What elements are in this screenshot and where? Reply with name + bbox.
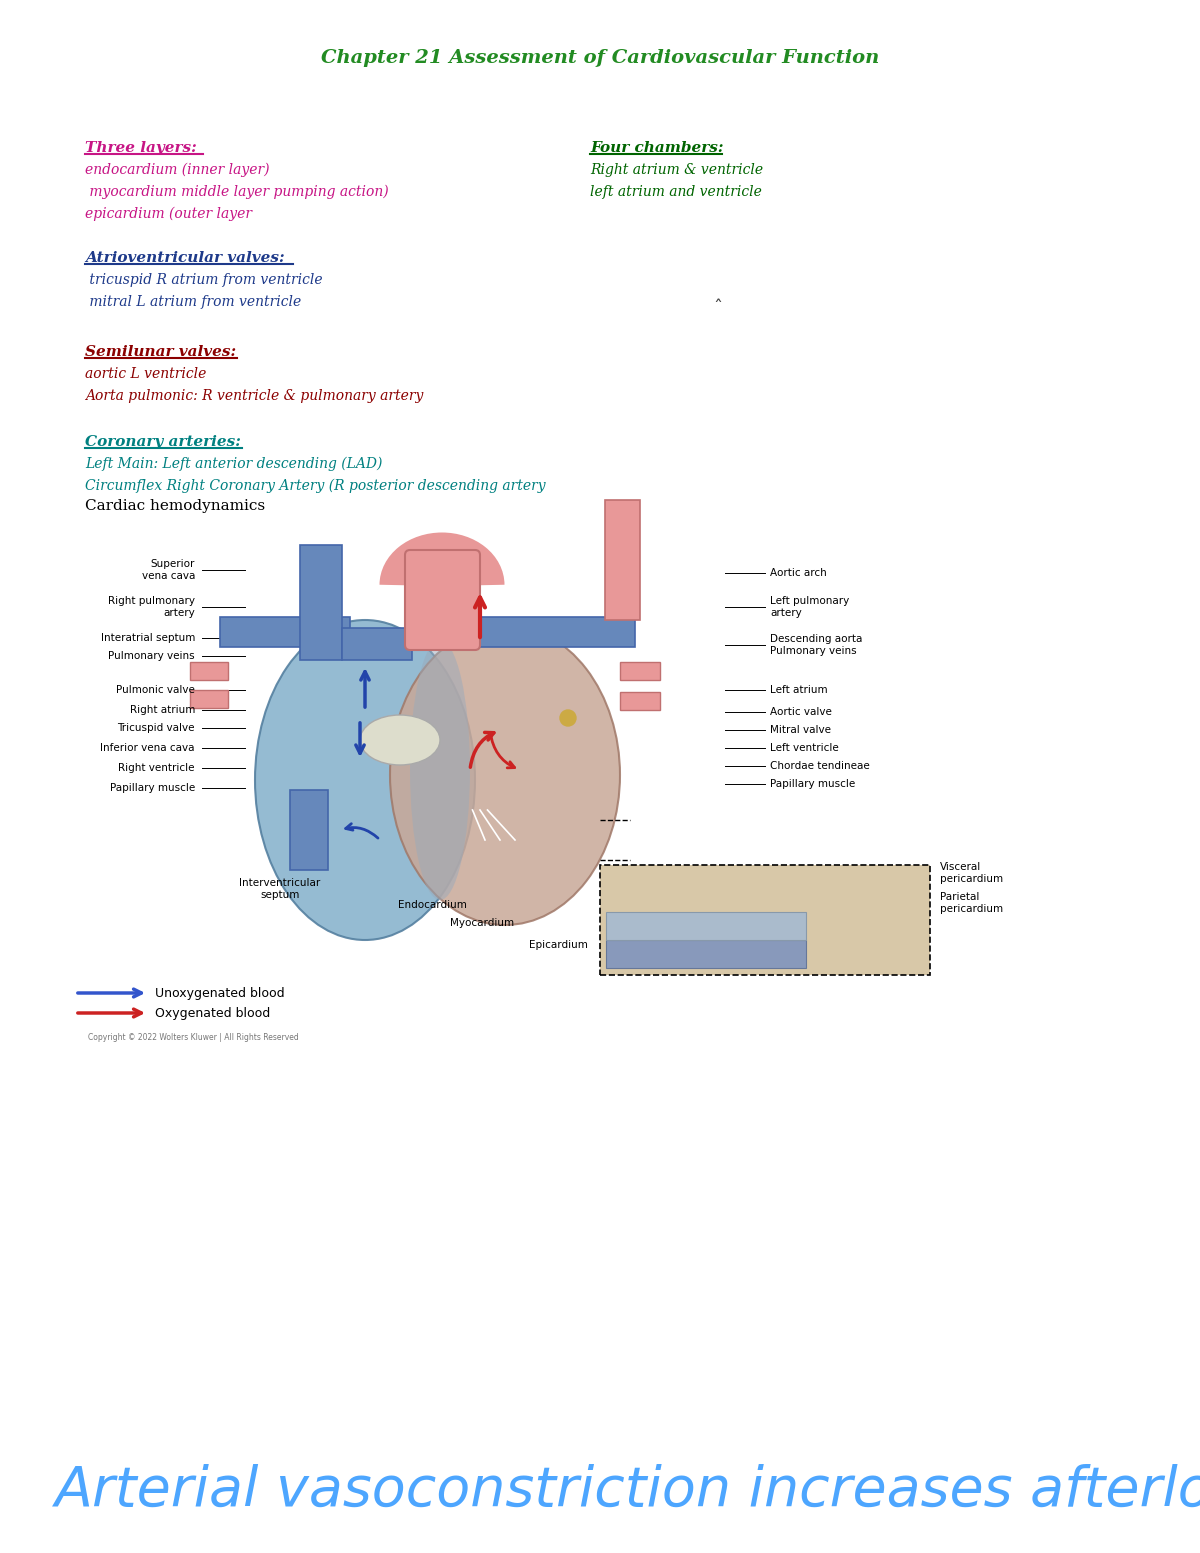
Text: ˆ: ˆ — [714, 300, 722, 317]
Text: tricuspid R atrium from ventricle: tricuspid R atrium from ventricle — [85, 273, 323, 287]
Text: Papillary muscle: Papillary muscle — [770, 780, 856, 789]
Text: Inferior vena cava: Inferior vena cava — [101, 742, 194, 753]
FancyBboxPatch shape — [406, 550, 480, 651]
Text: Tricuspid valve: Tricuspid valve — [118, 724, 194, 733]
Text: Aorta pulmonic: R ventricle & pulmonary artery: Aorta pulmonic: R ventricle & pulmonary … — [85, 388, 424, 402]
Bar — [605, 500, 640, 620]
Bar — [600, 865, 930, 975]
Ellipse shape — [360, 714, 440, 766]
Text: epicardium (outer layer: epicardium (outer layer — [85, 207, 252, 221]
Text: Unoxygenated blood: Unoxygenated blood — [155, 986, 284, 1000]
Text: Right pulmonary
artery: Right pulmonary artery — [108, 596, 194, 618]
Text: Epicardium: Epicardium — [528, 940, 588, 950]
Ellipse shape — [410, 640, 470, 901]
Circle shape — [560, 710, 576, 725]
Bar — [190, 690, 228, 708]
Text: endocardium (inner layer): endocardium (inner layer) — [85, 163, 270, 177]
Text: Three layers:: Three layers: — [85, 141, 197, 155]
Text: Papillary muscle: Papillary muscle — [109, 783, 194, 794]
Ellipse shape — [390, 624, 620, 926]
Text: Visceral
pericardium: Visceral pericardium — [940, 862, 1003, 884]
Text: Chordae tendineae: Chordae tendineae — [770, 761, 870, 770]
Text: Left ventricle: Left ventricle — [770, 742, 839, 753]
Text: Mitral valve: Mitral valve — [770, 725, 830, 735]
Text: Chapter 21 Assessment of Cardiovascular Function: Chapter 21 Assessment of Cardiovascular … — [320, 50, 880, 67]
Text: Left atrium: Left atrium — [770, 685, 828, 696]
Text: Pulmonic valve: Pulmonic valve — [116, 685, 194, 696]
Text: Circumflex Right Coronary Artery (R posterior descending artery: Circumflex Right Coronary Artery (R post… — [85, 478, 546, 494]
Text: Four chambers:: Four chambers: — [590, 141, 724, 155]
Text: myocardium middle layer pumping action): myocardium middle layer pumping action) — [85, 185, 389, 199]
Text: Pericardial
space: Pericardial space — [644, 940, 700, 961]
Bar — [220, 617, 350, 648]
Bar — [300, 545, 342, 660]
Bar — [620, 693, 660, 710]
Bar — [606, 912, 806, 940]
Bar — [190, 662, 228, 680]
Text: Right atrium & ventricle: Right atrium & ventricle — [590, 163, 763, 177]
Text: Aortic arch: Aortic arch — [770, 568, 827, 578]
Ellipse shape — [256, 620, 475, 940]
Text: Endocardium: Endocardium — [397, 901, 467, 910]
Text: Aortic valve: Aortic valve — [770, 707, 832, 717]
Text: Superior
vena cava: Superior vena cava — [142, 559, 194, 581]
Bar — [290, 790, 328, 870]
Text: Left Main: Left anterior descending (LAD): Left Main: Left anterior descending (LAD… — [85, 457, 383, 471]
Text: left atrium and ventricle: left atrium and ventricle — [590, 185, 762, 199]
Text: mitral L atrium from ventricle: mitral L atrium from ventricle — [85, 295, 301, 309]
Text: Left pulmonary
artery: Left pulmonary artery — [770, 596, 850, 618]
Text: Atrioventricular valves:: Atrioventricular valves: — [85, 252, 284, 266]
Text: aortic L ventricle: aortic L ventricle — [85, 367, 206, 380]
Text: Semilunar valves:: Semilunar valves: — [85, 345, 236, 359]
Text: Parietal
pericardium: Parietal pericardium — [940, 893, 1003, 913]
Text: Cardiac hemodynamics: Cardiac hemodynamics — [85, 499, 265, 512]
Bar — [475, 617, 635, 648]
Text: Right ventricle: Right ventricle — [119, 763, 194, 773]
Text: Descending aorta
Pulmonary veins: Descending aorta Pulmonary veins — [770, 634, 863, 655]
Text: Pulmonary veins: Pulmonary veins — [108, 651, 194, 662]
Bar — [342, 627, 412, 660]
Text: Interatrial septum: Interatrial septum — [101, 634, 194, 643]
Text: Copyright © 2022 Wolters Kluwer | All Rights Reserved: Copyright © 2022 Wolters Kluwer | All Ri… — [88, 1033, 299, 1042]
Text: Right atrium: Right atrium — [130, 705, 194, 714]
Text: Oxygenated blood: Oxygenated blood — [155, 1006, 270, 1019]
Bar — [606, 940, 806, 968]
Text: Interventricular
septum: Interventricular septum — [239, 877, 320, 899]
Bar — [620, 662, 660, 680]
Text: Myocardium: Myocardium — [450, 918, 514, 929]
Text: Arterial vasoconstriction increases afterload: Arterial vasoconstriction increases afte… — [55, 1463, 1200, 1516]
Text: Coronary arteries:: Coronary arteries: — [85, 435, 241, 449]
